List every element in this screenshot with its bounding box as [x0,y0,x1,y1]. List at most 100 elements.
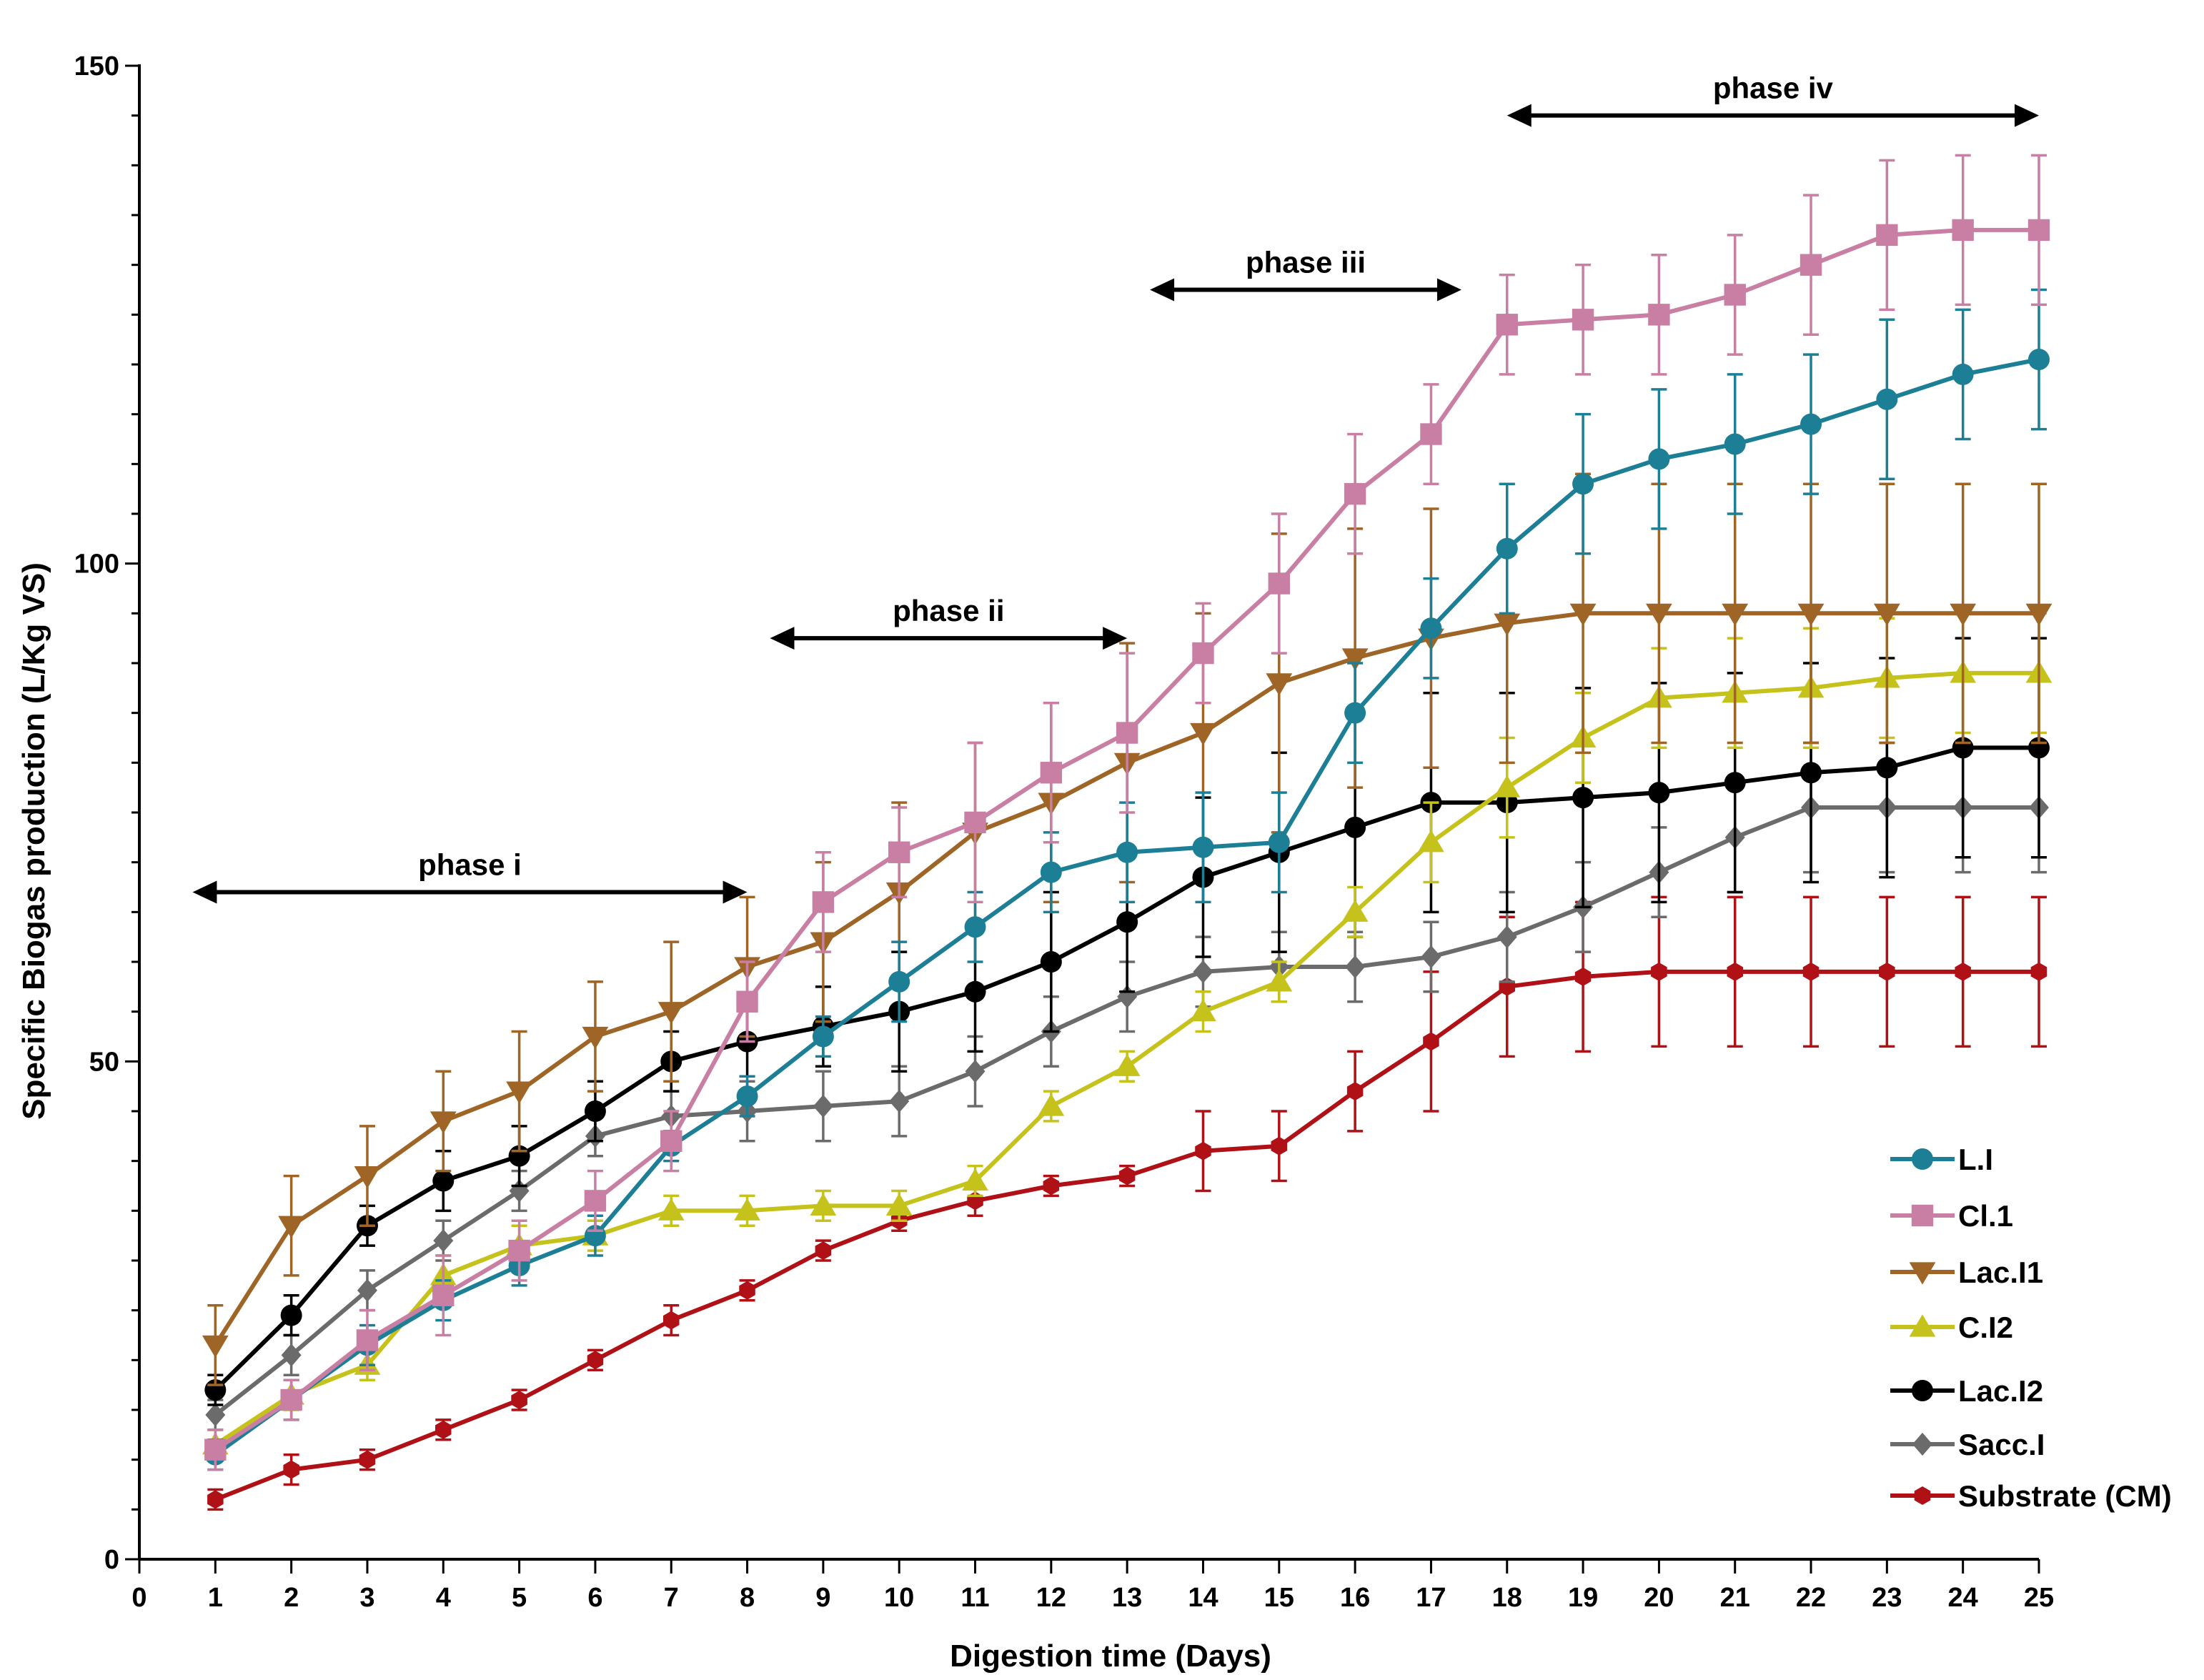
data-point [584,1100,606,1122]
legend-item: L.I [1890,1143,1993,1176]
phase-annotation: phase iv [1506,71,2039,127]
data-point [815,1241,832,1261]
data-point [1722,603,1749,626]
data-point [812,891,835,913]
x-tick-label: 19 [1568,1583,1598,1613]
data-point [1344,702,1366,724]
x-tick-label: 9 [815,1583,830,1613]
data-point [734,1198,760,1221]
data-point [1873,603,1900,626]
data-point [1800,413,1822,435]
legend-swatch-marker [1912,1148,1933,1170]
data-point [430,1111,457,1134]
phase-arrow-right-head [1436,278,1461,302]
data-point [1496,537,1518,560]
legend-label: Cl.1 [1958,1199,2013,1233]
x-tick-label: 12 [1036,1583,1066,1613]
x-tick-label: 25 [2024,1583,2054,1613]
data-point [204,1438,227,1461]
data-point [202,1335,229,1358]
data-point [1423,1032,1439,1051]
data-point [1193,960,1213,984]
legend: L.I Cl.1 Lac.I1 C.I2 Lac.I2 Sacc.I Substrate (… [1890,1143,2172,1513]
data-point [964,916,986,938]
data-point [1876,757,1898,779]
data-point [2028,349,2050,371]
data-point [1800,254,1822,276]
x-tick-label: 20 [1644,1583,1674,1613]
x-tick-label: 18 [1492,1583,1522,1613]
data-point [888,970,910,993]
data-point [1268,572,1290,595]
legend-label: C.I2 [1958,1311,2013,1344]
data-point [433,1229,454,1253]
data-point [889,1089,910,1113]
phase-label: phase iii [1246,246,1366,279]
phase-arrow-left-head [192,880,217,904]
data-point [280,1304,302,1326]
data-point [812,1025,834,1048]
data-point [354,1165,381,1189]
data-point [1195,1141,1211,1160]
x-tick-label: 8 [740,1583,755,1613]
data-point [1724,284,1746,306]
data-point [1266,969,1293,992]
data-point [1879,962,1895,981]
phase-label: phase ii [893,594,1004,627]
data-point [1420,423,1442,445]
legend-label: Lac.I1 [1958,1256,2043,1289]
data-point [2025,603,2052,626]
data-point [508,1239,530,1262]
data-point [1648,448,1670,470]
data-point [1496,314,1518,336]
data-point [359,1450,376,1469]
legend-swatch-marker [1911,1204,1934,1227]
x-tick-label: 7 [664,1583,679,1613]
phase-annotations: phase i phase ii phase iii phase iv [192,71,2039,904]
data-point [1043,1176,1060,1196]
x-tick-label: 0 [131,1583,147,1613]
data-point [1572,309,1594,331]
data-point [1421,945,1441,969]
data-point [281,1343,302,1367]
phase-arrow-right-head [1103,627,1128,650]
y-axis-title: Specific Biogas production (L/Kg VS) [16,562,51,1120]
x-tick-label: 17 [1416,1583,1446,1613]
data-point [1192,642,1214,665]
phase-arrow-left-head [770,627,795,650]
data-point [1496,925,1517,949]
data-point [1572,473,1594,495]
data-point [1952,219,1974,242]
legend-swatch-marker [1909,1314,1936,1337]
legend-item: Lac.I2 [1890,1374,2043,1408]
y-tick-label: 0 [104,1545,119,1575]
data-point [1040,861,1062,883]
x-axis-title: Digestion time (Days) [950,1639,1271,1674]
data-point [435,1420,452,1439]
phase-annotation: phase ii [770,594,1128,650]
series-cl-1 [204,154,2050,1471]
data-point [280,1388,302,1411]
data-point [813,1094,833,1118]
x-tick-label: 23 [1872,1583,1902,1613]
legend-label: Substrate (CM) [1958,1479,2172,1513]
phase-annotation: phase iii [1150,246,1461,302]
y-tick-label: 100 [74,550,119,580]
data-point [582,1026,609,1050]
data-point [810,1193,837,1216]
data-point [1268,831,1290,853]
data-point [1648,304,1670,326]
data-point [2030,962,2047,981]
data-point [1648,782,1670,804]
data-point [657,1198,685,1221]
legend-swatch-marker [1914,1486,1931,1505]
data-point [1494,775,1521,797]
x-tick-label: 3 [359,1583,374,1613]
data-point [1952,363,1974,385]
data-point [1955,962,1971,981]
data-point [584,1190,607,1212]
data-point [207,1490,224,1509]
data-point [1346,1082,1364,1101]
